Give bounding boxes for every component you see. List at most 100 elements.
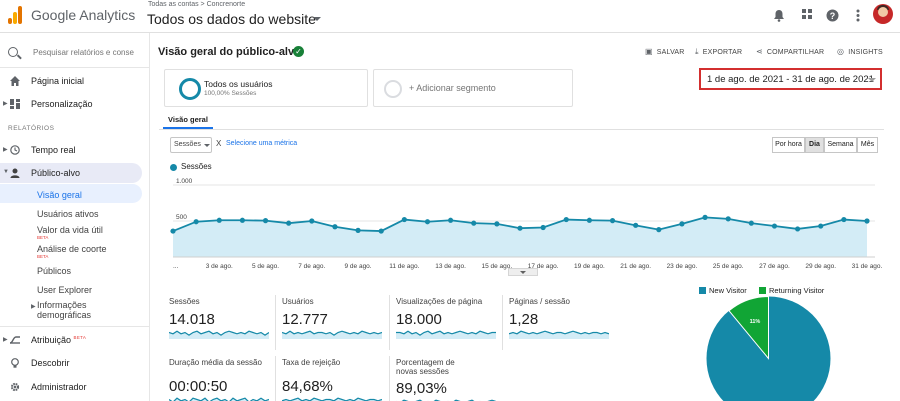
data-point[interactable]: [679, 221, 685, 227]
data-point[interactable]: [401, 216, 407, 223]
apps-grid-icon[interactable]: [800, 9, 814, 23]
data-point[interactable]: [725, 216, 731, 222]
sidebar-item-label: Personalização: [31, 99, 93, 109]
data-point[interactable]: [633, 222, 639, 228]
sessions-area-fill: [173, 217, 867, 257]
expand-arrow-icon[interactable]: ▶: [3, 101, 8, 107]
account-selector[interactable]: Todos os dados do website: [147, 11, 316, 27]
sidebar-subitem-active-users[interactable]: Usuários ativos: [37, 209, 99, 219]
data-point[interactable]: [216, 217, 222, 223]
data-point[interactable]: [586, 217, 592, 223]
expand-arrow-icon[interactable]: ▶: [3, 337, 8, 343]
avatar[interactable]: [873, 4, 893, 24]
data-point[interactable]: [517, 225, 523, 231]
kpi-tile[interactable]: Taxa de rejeição 84,68%: [282, 358, 392, 401]
chevron-down-icon[interactable]: [313, 17, 321, 21]
granularity-hourly-button[interactable]: Por hora: [772, 137, 805, 153]
bell-icon[interactable]: [772, 9, 786, 23]
person-icon: [10, 168, 20, 178]
kpi-tile[interactable]: Usuários 12.777: [282, 297, 392, 349]
data-point[interactable]: [656, 227, 662, 233]
breadcrumb[interactable]: Todas as contas > Concrenorte: [148, 1, 246, 8]
sessions-chart[interactable]: 1.000 500... 3 de ago. 5 de ago. 7 de ago. 9 …: [151, 173, 900, 273]
select-metric-link[interactable]: Selecione uma métrica: [226, 140, 298, 147]
kpi-tile[interactable]: Visualizações de página 18.000: [396, 297, 506, 349]
export-button[interactable]: ⤓ EXPORTAR: [695, 47, 743, 56]
sparkline-fill: [282, 331, 382, 339]
sidebar-subitem-lifetime-value[interactable]: Valor da vida útil: [37, 225, 103, 235]
kpi-value: 12.777: [282, 311, 328, 328]
granularity-day-button[interactable]: Dia: [805, 137, 824, 153]
segment-title: Todos os usuários: [204, 79, 273, 89]
kpi-tile[interactable]: Páginas / sessão 1,28: [509, 297, 619, 349]
data-point[interactable]: [286, 220, 292, 226]
chart-collapse-handle[interactable]: [508, 268, 538, 276]
data-point[interactable]: [424, 219, 431, 225]
sidebar-item-admin[interactable]: Administrador: [0, 377, 150, 397]
data-point[interactable]: [702, 214, 708, 220]
sparkline-line: [509, 330, 609, 335]
data-point[interactable]: [609, 218, 616, 224]
sidebar-item-realtime[interactable]: ▶ Tempo real: [0, 140, 150, 160]
data-point[interactable]: [563, 216, 569, 223]
segment-subtitle: 100,00% Sessões: [204, 90, 257, 97]
chevron-down-icon[interactable]: [868, 78, 876, 82]
data-point[interactable]: [262, 218, 269, 224]
sidebar-item-home[interactable]: Página inicial: [0, 71, 150, 91]
sidebar-subitem-demographics[interactable]: Informações demográficas: [37, 300, 92, 320]
kpi-value: 84,68%: [282, 378, 333, 395]
share-button[interactable]: ⋖ COMPARTILHAR: [756, 47, 825, 56]
data-point[interactable]: [771, 223, 778, 229]
data-point[interactable]: [471, 220, 477, 226]
sidebar-subitem-user-explorer[interactable]: User Explorer: [37, 285, 93, 295]
data-point[interactable]: [748, 220, 754, 226]
save-button[interactable]: ▣ SALVAR: [645, 47, 685, 56]
sidebar-item-attribution[interactable]: ▶ Atribuição BETA: [0, 330, 150, 350]
data-point[interactable]: [332, 224, 338, 230]
data-point[interactable]: [818, 223, 824, 229]
data-point[interactable]: [170, 228, 176, 234]
kpi-tile[interactable]: Duração média da sessão 00:00:50: [169, 358, 279, 401]
sidebar-subitem-cohort-analysis[interactable]: Análise de coorte: [37, 244, 107, 254]
search-icon[interactable]: [8, 47, 18, 57]
data-point[interactable]: [378, 228, 384, 234]
sidebar-item-audience[interactable]: ▼ Público-alvo: [0, 163, 142, 183]
help-icon[interactable]: ?: [825, 9, 839, 23]
granularity-week-button[interactable]: Semana: [824, 137, 857, 153]
analytics-logo-icon[interactable]: [8, 6, 22, 24]
granularity-month-button[interactable]: Mês: [857, 137, 878, 153]
data-point[interactable]: [239, 217, 245, 223]
kpi-divider: [389, 356, 390, 401]
sidebar-item-personalization[interactable]: ▶ Personalização: [0, 94, 150, 114]
expand-arrow-icon[interactable]: ▶: [31, 304, 36, 310]
insights-button[interactable]: ◎ INSIGHTS: [837, 47, 883, 56]
x-tick-label: 25 de ago.: [713, 263, 744, 270]
data-point[interactable]: [448, 217, 454, 223]
sidebar-subitem-audiences[interactable]: Públicos: [37, 266, 72, 276]
clock-icon: [10, 145, 20, 155]
kpi-tile[interactable]: Sessões 14.018: [169, 297, 279, 349]
segment-all-users[interactable]: Todos os usuários 100,00% Sessões: [164, 69, 368, 107]
add-segment-button[interactable]: + Adicionar segmento: [373, 69, 573, 107]
expand-arrow-icon[interactable]: ▶: [3, 147, 8, 153]
visitor-pie-chart[interactable]: 11%: [706, 296, 831, 401]
data-point[interactable]: [494, 221, 500, 227]
metric-select[interactable]: Sessões: [170, 137, 212, 153]
pie-slice-returning-visitor[interactable]: [728, 296, 769, 360]
x-tick-label: ...: [173, 263, 179, 270]
data-point[interactable]: [841, 216, 847, 223]
kebab-menu-icon[interactable]: [851, 9, 865, 23]
data-point[interactable]: [864, 218, 870, 224]
tab-overview[interactable]: Visão geral: [163, 113, 213, 129]
data-point[interactable]: [795, 226, 801, 232]
search-input[interactable]: [33, 44, 147, 60]
data-point[interactable]: [193, 219, 199, 225]
data-point[interactable]: [540, 224, 546, 231]
data-point[interactable]: [309, 218, 315, 224]
sidebar-subitem-overview[interactable]: Visão geral: [37, 190, 82, 200]
data-point[interactable]: [355, 227, 361, 233]
collapse-arrow-icon[interactable]: ▼: [3, 169, 9, 175]
kpi-tile[interactable]: Porcentagem de novas sessões 89,03%: [396, 358, 506, 401]
sidebar-item-discover[interactable]: Descobrir: [0, 353, 150, 373]
date-range-picker[interactable]: 1 de ago. de 2021 - 31 de ago. de 2021: [699, 68, 882, 90]
